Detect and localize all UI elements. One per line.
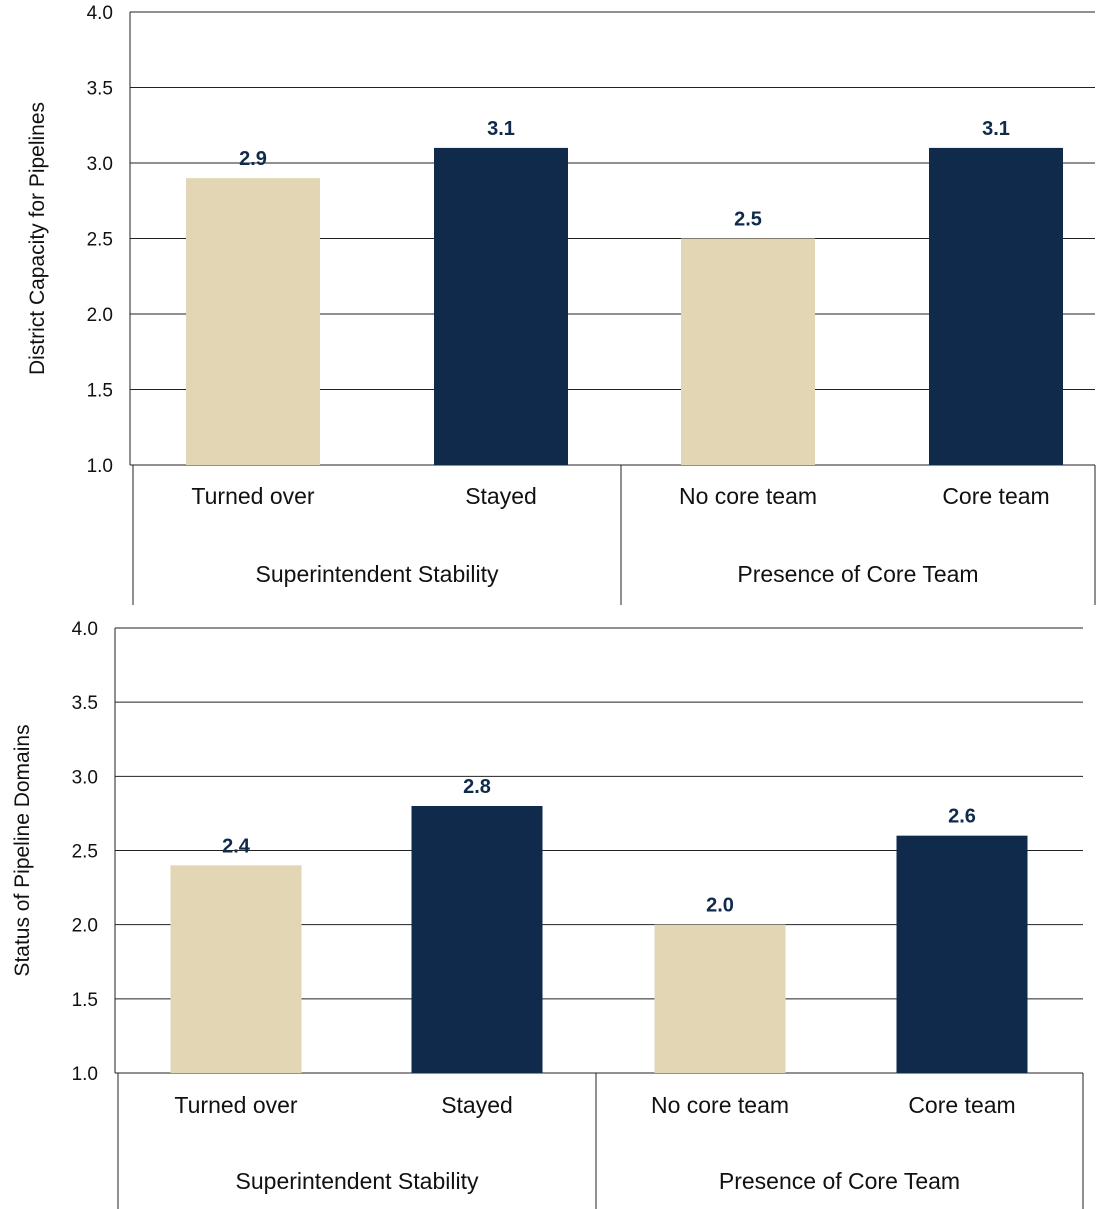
bar xyxy=(411,806,543,1073)
y-tick-label: 2.5 xyxy=(87,230,113,251)
x-category-label: Core team xyxy=(942,483,1049,509)
bar xyxy=(170,865,302,1073)
x-group-label: Superintendent Stability xyxy=(236,1168,479,1194)
chart-district-capacity: 1.0 1.5 2.0 2.5 3.0 3.5 4.0 District Capacity f… xyxy=(26,3,1096,605)
data-label: 2.6 xyxy=(948,806,976,828)
bar xyxy=(434,147,568,465)
y-tick-label: 1.0 xyxy=(72,1064,98,1085)
chart-pipeline-domains: 1.0 1.5 2.0 2.5 3.0 3.5 4.0 Status of Pipeline … xyxy=(11,619,1084,1209)
bar xyxy=(896,835,1028,1073)
y-tick-label: 1.5 xyxy=(87,381,113,402)
x-category-label: Core team xyxy=(908,1092,1015,1118)
y-tick-label: 3.5 xyxy=(72,693,98,714)
x-category-label: Turned over xyxy=(174,1092,297,1118)
x-category-label: No core team xyxy=(651,1092,789,1118)
data-label: 3.1 xyxy=(982,118,1010,140)
x-group-label: Presence of Core Team xyxy=(719,1168,960,1194)
data-label: 2.4 xyxy=(222,835,251,857)
data-label: 2.9 xyxy=(239,148,267,170)
x-category-label: Stayed xyxy=(441,1092,513,1118)
bar xyxy=(186,178,320,465)
bar xyxy=(681,238,815,465)
y-tick-label: 1.5 xyxy=(72,990,98,1011)
y-tick-label: 2.5 xyxy=(72,842,98,863)
bar xyxy=(654,924,786,1073)
y-tick-label: 3.0 xyxy=(72,767,98,788)
data-label: 3.1 xyxy=(487,118,515,140)
x-category-label: No core team xyxy=(679,483,817,509)
data-label: 2.8 xyxy=(463,776,491,798)
y-tick-label: 4.0 xyxy=(72,619,98,640)
x-category-label: Stayed xyxy=(465,483,537,509)
y-tick-label: 3.0 xyxy=(87,154,113,175)
y-axis-title: Status of Pipeline Domains xyxy=(11,724,34,976)
x-category-label: Turned over xyxy=(191,483,314,509)
y-tick-label: 1.0 xyxy=(87,456,113,477)
data-label: 2.5 xyxy=(734,209,762,231)
x-group-label: Presence of Core Team xyxy=(737,561,978,587)
y-tick-label: 3.5 xyxy=(87,79,113,100)
data-label: 2.0 xyxy=(706,895,734,917)
y-tick-label: 4.0 xyxy=(87,3,113,24)
x-group-label: Superintendent Stability xyxy=(256,561,499,587)
bar xyxy=(929,147,1063,465)
y-axis-title: District Capacity for Pipelines xyxy=(26,102,49,375)
y-tick-label: 2.0 xyxy=(72,916,98,937)
y-tick-label: 2.0 xyxy=(87,305,113,326)
